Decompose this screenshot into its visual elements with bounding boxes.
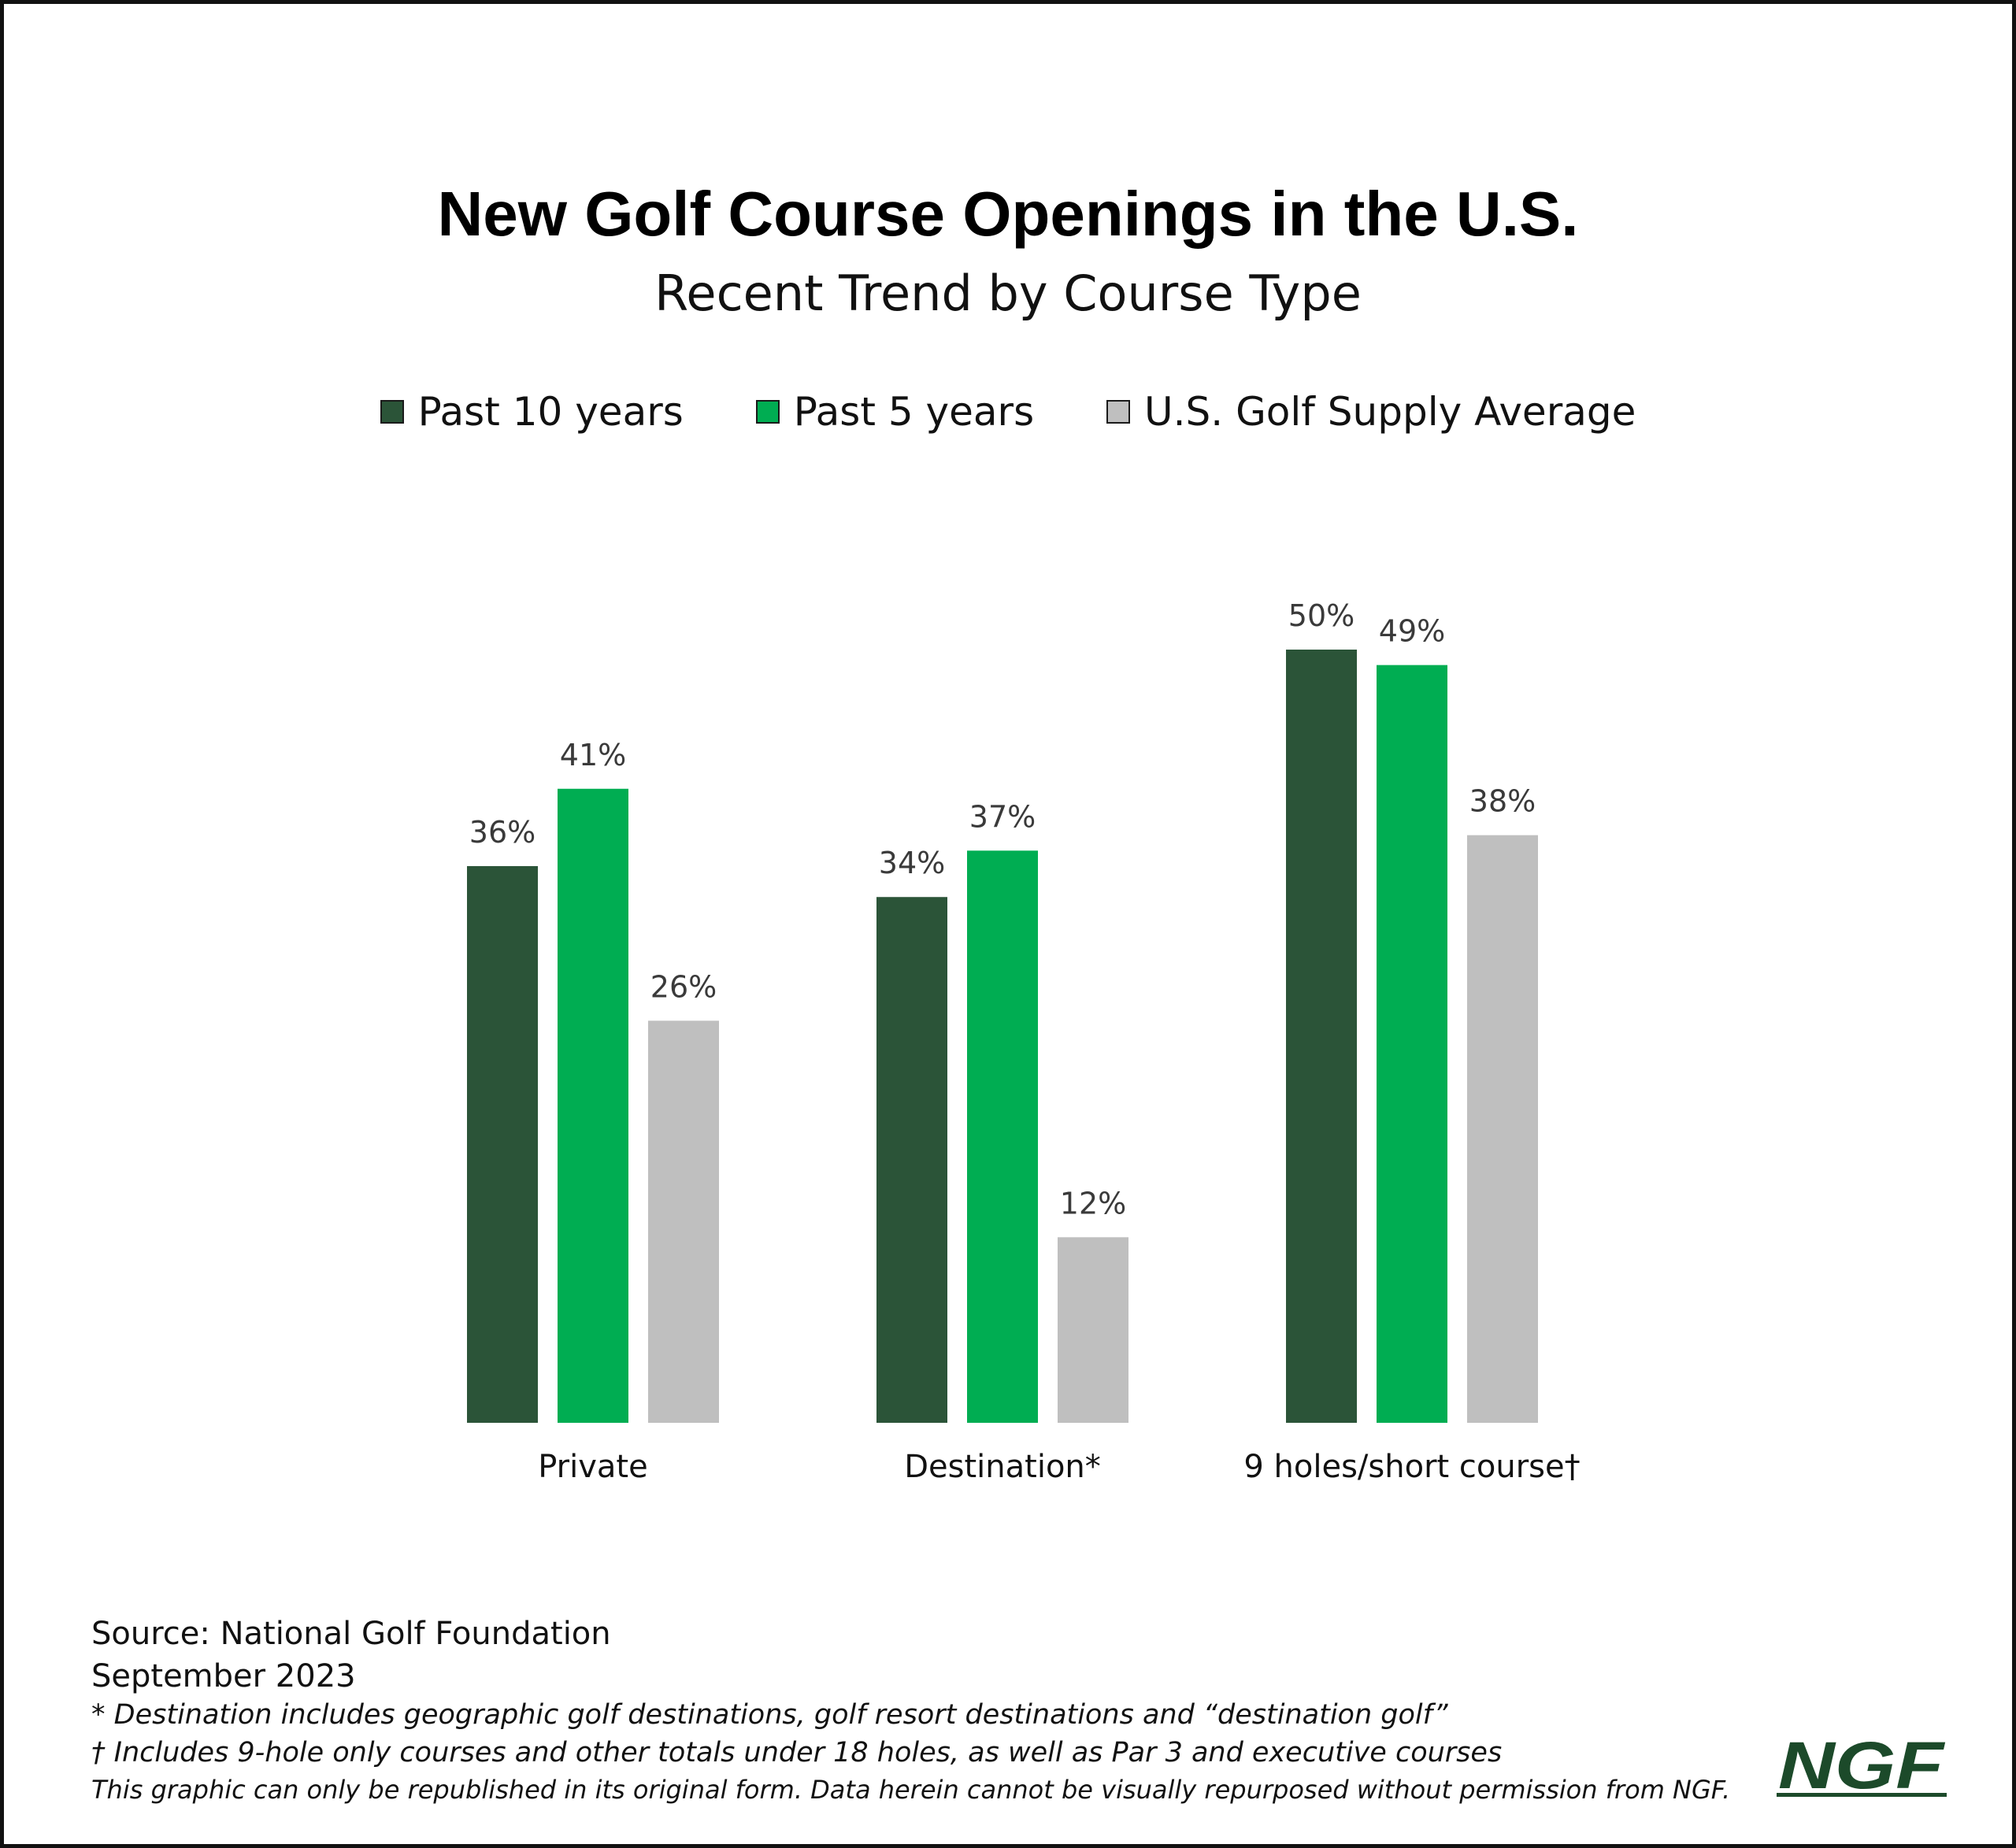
data-label-9-holes-short-course-past-5-years: 49% xyxy=(1379,614,1445,649)
data-label-private-u-s-golf-supply-average: 26% xyxy=(650,969,717,1004)
publication-date: September 2023 xyxy=(91,1658,356,1694)
category-label-9-holes-short-course: 9 holes/short course† xyxy=(1243,1449,1580,1485)
legend-item-past-10-years: Past 10 years xyxy=(380,389,684,435)
bar-private-past-10-years xyxy=(467,865,538,1423)
legend-label-past-10-years: Past 10 years xyxy=(417,389,684,435)
bar-destination-u-s-golf-supply-average xyxy=(1058,1237,1128,1423)
category-label-destination: Destination* xyxy=(904,1449,1101,1485)
data-label-private-past-5-years: 41% xyxy=(560,738,626,772)
bar-private-past-5-years xyxy=(558,788,628,1423)
ngf-logo-underline xyxy=(1777,1793,1947,1797)
data-label-private-past-10-years: 36% xyxy=(469,815,536,850)
data-label-9-holes-short-course-past-10-years: 50% xyxy=(1288,598,1354,633)
legend-item-supply-average: U.S. Golf Supply Average xyxy=(1106,389,1636,435)
chart-subtitle: Recent Trend by Course Type xyxy=(654,265,1362,322)
bar-9-holes-short-course-past-10-years xyxy=(1286,650,1357,1423)
legend-swatch-supply-average xyxy=(1106,400,1131,424)
data-label-destination-u-s-golf-supply-average: 12% xyxy=(1060,1186,1126,1220)
footnote-short-course: † Includes 9-hole only courses and other… xyxy=(91,1737,1503,1768)
legend-swatch-past-5-years xyxy=(755,400,780,424)
chart-title: New Golf Course Openings in the U.S. xyxy=(437,179,1579,249)
ngf-logo: NGF xyxy=(1777,1735,1947,1802)
bar-private-u-s-golf-supply-average xyxy=(648,1020,719,1423)
legend-swatch-past-10-years xyxy=(380,400,404,424)
bar-destination-past-10-years xyxy=(876,897,947,1423)
ngf-logo-text: NGF xyxy=(1778,1735,1946,1802)
category-label-private: Private xyxy=(538,1449,647,1485)
data-label-destination-past-10-years: 34% xyxy=(879,846,945,880)
source-text: Source: National Golf Foundation xyxy=(91,1616,611,1652)
bar-9-holes-short-course-u-s-golf-supply-average xyxy=(1467,835,1538,1423)
legend-item-past-5-years: Past 5 years xyxy=(755,389,1035,435)
data-label-destination-past-5-years: 37% xyxy=(969,799,1036,834)
bar-9-holes-short-course-past-5-years xyxy=(1377,665,1447,1423)
chart-legend: Past 10 years Past 5 years U.S. Golf Sup… xyxy=(0,387,2016,435)
bar-chart: 36% 41% 26% Private 34% 37% 12% Destination* 50%… xyxy=(467,598,1581,1485)
rights-notice: This graphic can only be republished in … xyxy=(91,1775,1731,1805)
data-label-9-holes-short-course-u-s-golf-supply-average: 38% xyxy=(1469,784,1536,819)
legend-label-supply-average: U.S. Golf Supply Average xyxy=(1144,389,1636,435)
legend-label-past-5-years: Past 5 years xyxy=(793,389,1035,435)
bar-destination-past-5-years xyxy=(967,850,1038,1423)
footnote-destination: * Destination includes geographic golf d… xyxy=(91,1699,1448,1731)
